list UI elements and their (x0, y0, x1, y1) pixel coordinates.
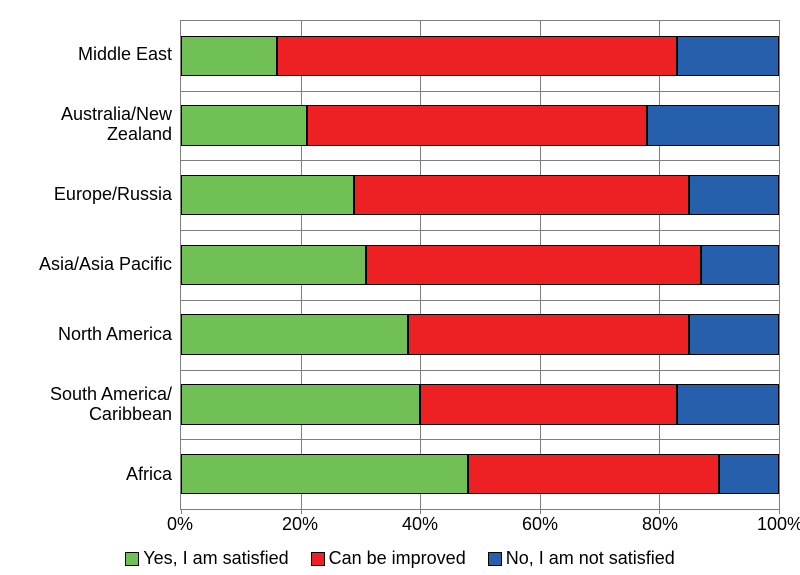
x-axis-ticks: 0%20%40%60%80%100% (180, 514, 780, 542)
x-tick-label: 40% (402, 514, 438, 535)
bar-segment-not_satisfied (701, 245, 779, 285)
plot-row: Middle East Australia/New Zealand Europe/R… (20, 20, 780, 510)
y-axis-label: Europe/Russia (20, 160, 180, 230)
bar-row (181, 36, 779, 76)
bar-segment-satisfied (181, 36, 277, 76)
row-separator (181, 160, 779, 161)
bar-segment-satisfied (181, 384, 420, 424)
legend-label: Can be improved (329, 548, 466, 569)
category-label: South America/ Caribbean (20, 385, 172, 425)
bar-row (181, 245, 779, 285)
y-axis-label: Middle East (20, 20, 180, 90)
y-axis-label: North America (20, 300, 180, 370)
bar-segment-improve (408, 314, 689, 354)
bar-segment-not_satisfied (677, 36, 779, 76)
row-separator (181, 91, 779, 92)
bar-row (181, 384, 779, 424)
bar-segment-not_satisfied (647, 105, 779, 145)
bar-segment-satisfied (181, 454, 468, 494)
x-tick-label: 80% (642, 514, 678, 535)
bar-segment-improve (420, 384, 677, 424)
bar-segment-not_satisfied (719, 454, 779, 494)
satisfaction-by-region-chart: Middle East Australia/New Zealand Europe/R… (0, 0, 800, 575)
legend-label: No, I am not satisfied (506, 548, 675, 569)
y-axis-labels: Middle East Australia/New Zealand Europe/R… (20, 20, 180, 510)
bar-segment-improve (366, 245, 701, 285)
bar-segment-satisfied (181, 245, 366, 285)
x-tick-label: 20% (282, 514, 318, 535)
category-label: Middle East (78, 45, 172, 65)
legend-item-improve: Can be improved (311, 548, 466, 569)
x-axis: 0%20%40%60%80%100% (20, 514, 780, 542)
legend-item-not_satisfied: No, I am not satisfied (488, 548, 675, 569)
bar-segment-satisfied (181, 175, 354, 215)
x-tick-label: 60% (522, 514, 558, 535)
y-axis-label: Africa (20, 440, 180, 510)
category-label: North America (58, 325, 172, 345)
bar-segment-improve (468, 454, 719, 494)
x-tick-label: 0% (167, 514, 193, 535)
bar-segment-improve (307, 105, 648, 145)
category-label: Asia/Asia Pacific (39, 255, 172, 275)
bar-segment-improve (277, 36, 678, 76)
category-label: Africa (126, 465, 172, 485)
category-label: Europe/Russia (54, 185, 172, 205)
bar-segment-satisfied (181, 105, 307, 145)
bar-segment-not_satisfied (689, 175, 779, 215)
row-separator (181, 370, 779, 371)
category-label: Australia/New Zealand (20, 105, 172, 145)
bar-row (181, 175, 779, 215)
y-axis-label: Asia/Asia Pacific (20, 230, 180, 300)
bar-segment-not_satisfied (689, 314, 779, 354)
y-axis-label: Australia/New Zealand (20, 90, 180, 160)
bar-segment-satisfied (181, 314, 408, 354)
bar-row (181, 105, 779, 145)
bar-row (181, 454, 779, 494)
y-axis-label: South America/ Caribbean (20, 370, 180, 440)
row-separator (181, 300, 779, 301)
bar-row (181, 314, 779, 354)
legend-swatch (311, 552, 325, 566)
legend-swatch (125, 552, 139, 566)
legend: Yes, I am satisfied Can be improved No, I … (20, 548, 780, 569)
row-separator (181, 439, 779, 440)
legend-swatch (488, 552, 502, 566)
x-tick-label: 100% (757, 514, 800, 535)
plot-area (180, 20, 780, 510)
row-separator (181, 230, 779, 231)
bar-segment-improve (354, 175, 689, 215)
legend-item-satisfied: Yes, I am satisfied (125, 548, 288, 569)
legend-label: Yes, I am satisfied (143, 548, 288, 569)
bar-segment-not_satisfied (677, 384, 779, 424)
